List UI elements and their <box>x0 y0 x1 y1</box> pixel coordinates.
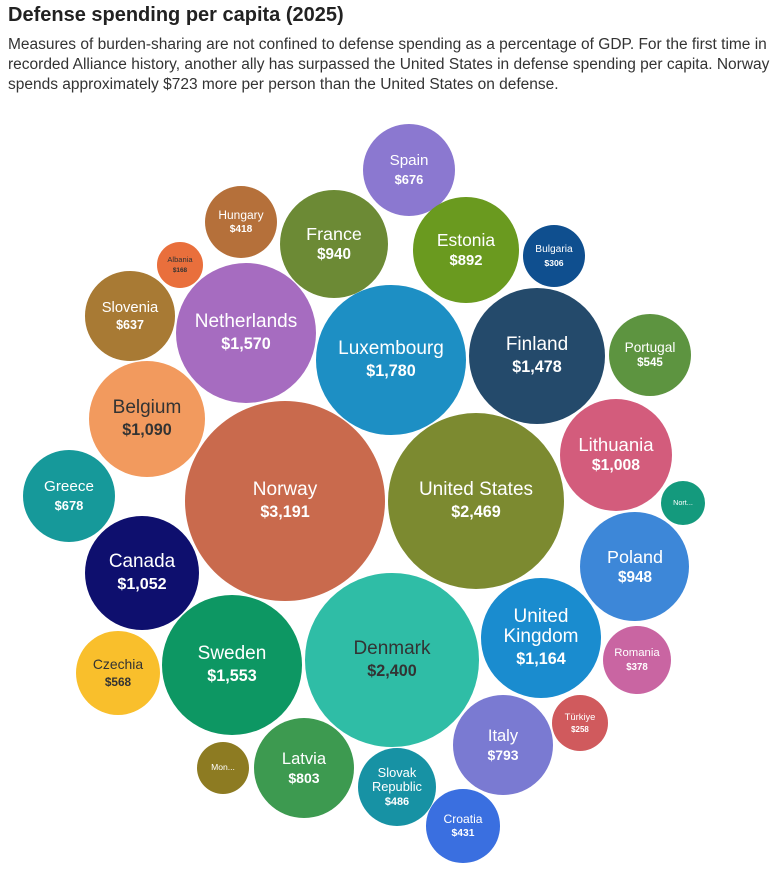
bubble-label: Portugal <box>624 340 676 356</box>
bubble: Romania $378 <box>602 625 672 695</box>
bubble: Luxembourg $1,780 <box>316 285 466 435</box>
bubble-label: Poland <box>607 546 663 567</box>
bubble: Lithuania $1,008 <box>559 398 673 512</box>
value-label: $418 <box>229 224 253 236</box>
value-label: $568 <box>104 674 132 689</box>
value-label: $948 <box>618 569 652 587</box>
bubble: Hungary $418 <box>204 185 278 259</box>
value-label: $306 <box>544 257 564 268</box>
bubble: Bulgaria $306 <box>523 225 585 287</box>
bubble: Sweden $1,553 <box>162 595 302 735</box>
bubble-label: France <box>306 223 362 244</box>
bubble-label: Slovak Republic <box>371 764 422 794</box>
bubble-label: Estonia <box>436 230 496 251</box>
value-label: $1,090 <box>122 420 172 439</box>
bubble: Belgium $1,090 <box>88 360 206 478</box>
value-label: $637 <box>116 318 144 333</box>
bubble: Denmark $2,400 <box>305 573 479 747</box>
value-label: $1,164 <box>516 650 566 669</box>
value-label: $940 <box>317 246 351 264</box>
bubble: Greece $678 <box>22 449 116 543</box>
value-label: $2,469 <box>451 502 501 521</box>
bubble-label: Italy <box>487 726 519 745</box>
value-label: $3,191 <box>260 502 310 521</box>
bubble-label: Greece <box>44 478 94 496</box>
bubble: Finland $1,478 <box>468 287 606 425</box>
value-label: $793 <box>487 747 519 764</box>
value-label: $431 <box>451 828 475 840</box>
bubble-label: Canada <box>108 551 176 573</box>
bubble: Türkiye $258 <box>551 694 609 752</box>
bubble: Mon... <box>196 741 249 794</box>
bubble-label: Romania <box>614 647 660 660</box>
value-label: $486 <box>384 796 410 809</box>
value-label: $892 <box>449 252 483 269</box>
bubble: United States $2,469 <box>388 413 564 589</box>
bubble: Latvia $803 <box>253 717 355 819</box>
value-label: $2,400 <box>367 661 417 680</box>
value-label: $378 <box>626 661 648 673</box>
value-label: $545 <box>637 357 663 370</box>
bubble: France $940 <box>279 189 389 299</box>
bubble: Italy $793 <box>453 695 553 795</box>
bubble-label: Norway <box>252 479 318 501</box>
bubble: Slovak Republic $486 <box>357 747 437 827</box>
bubble-label: Slovenia <box>101 299 159 316</box>
bubble-label: United Kingdom <box>503 605 579 648</box>
bubble-label: Latvia <box>281 748 327 768</box>
value-label: $1,478 <box>512 357 562 376</box>
bubble-label: Nort... <box>673 498 693 507</box>
bubble: Netherlands $1,570 <box>175 262 317 404</box>
bubble: Portugal $545 <box>608 313 692 397</box>
bubble: Poland $948 <box>580 512 690 622</box>
bubble-label: Mon... <box>211 762 235 773</box>
value-label: $1,570 <box>221 334 271 353</box>
bubble: Slovenia $637 <box>85 271 175 361</box>
bubble: Albania $168 <box>157 242 203 288</box>
bubble: Norway $3,191 <box>185 401 385 601</box>
bubble-label: Croatia <box>443 811 483 826</box>
chart-subtitle: Measures of burden-sharing are not confi… <box>8 36 770 93</box>
bubble-label: Sweden <box>197 643 267 665</box>
bubble-label: Spain <box>389 152 429 170</box>
value-label: $676 <box>394 171 424 187</box>
bubble: Estonia $892 <box>413 197 519 303</box>
bubble: Nort... <box>661 481 705 525</box>
bubble-label: Albania <box>167 255 193 265</box>
bubble: Croatia $431 <box>426 789 500 863</box>
bubble-label: Lithuania <box>578 433 654 455</box>
value-label: $1,553 <box>207 666 257 685</box>
bubble-label: Belgium <box>112 397 182 419</box>
bubble-label: Denmark <box>353 638 431 660</box>
bubble: United Kingdom $1,164 <box>480 577 602 699</box>
value-label: $168 <box>172 266 188 274</box>
chart-title: Defense spending per capita (2025) <box>8 4 344 26</box>
value-label: $1,780 <box>366 361 416 380</box>
bubble: Canada $1,052 <box>84 515 200 631</box>
value-label: $678 <box>54 497 84 513</box>
bubble: Czechia $568 <box>75 630 161 716</box>
bubble-label: Finland <box>505 334 569 356</box>
value-label: $1,008 <box>591 457 641 475</box>
bubble-label: Netherlands <box>194 311 298 333</box>
bubble: Spain $676 <box>362 123 456 217</box>
bubble-label: Czechia <box>92 656 144 673</box>
bubble-label: Bulgaria <box>535 244 573 256</box>
bubble-label: Luxembourg <box>338 338 444 360</box>
bubble-label: United States <box>418 479 534 501</box>
value-label: $258 <box>571 724 589 734</box>
value-label: $803 <box>288 770 320 787</box>
value-label: $1,052 <box>117 574 167 593</box>
bubble-label: Hungary <box>218 207 264 222</box>
bubble-label: Türkiye <box>564 712 596 723</box>
